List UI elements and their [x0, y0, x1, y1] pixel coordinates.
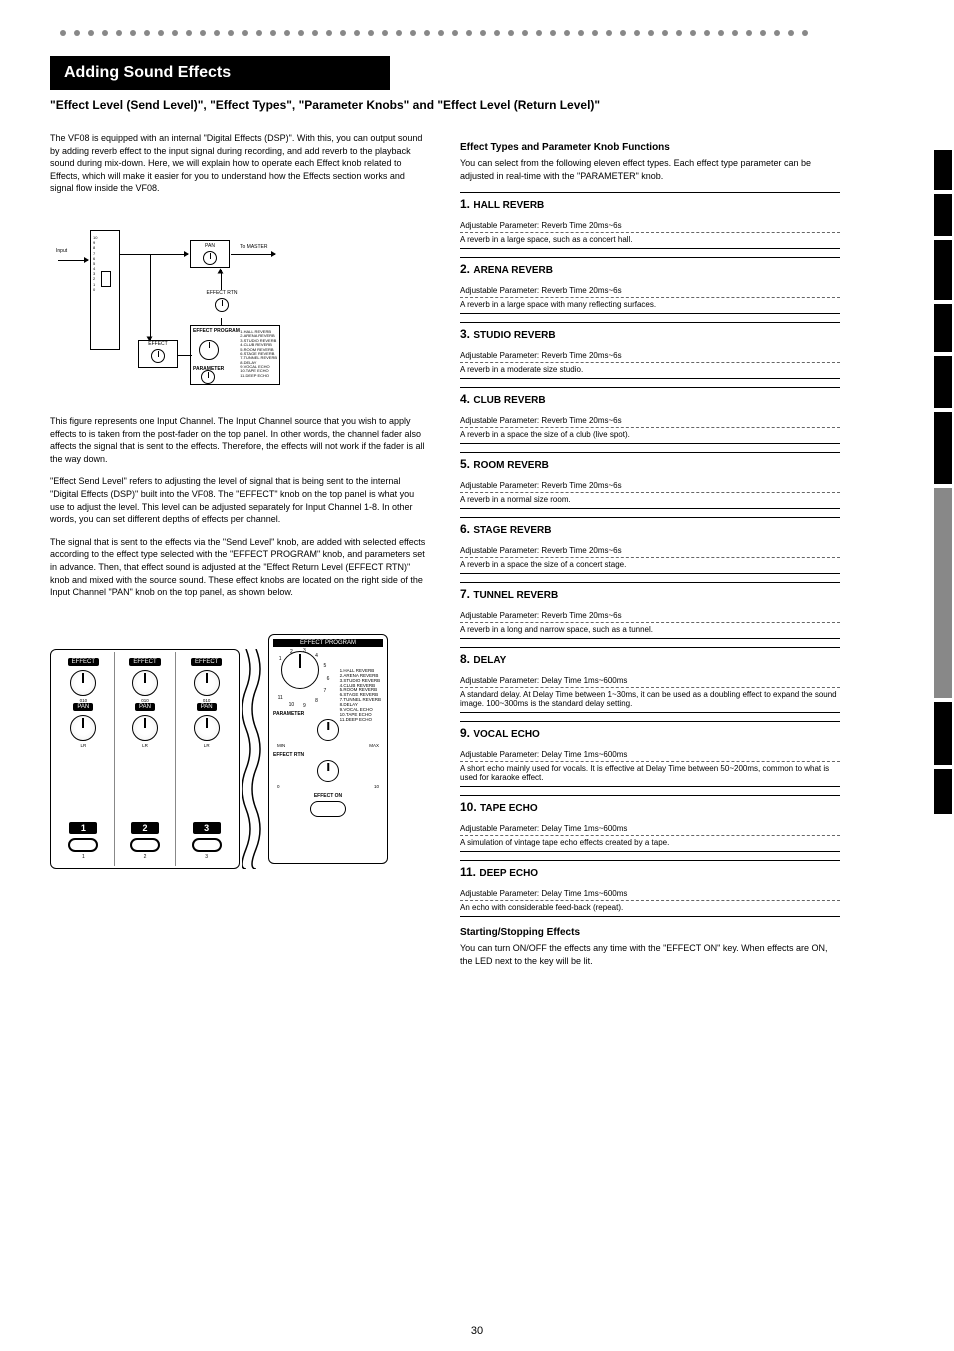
side-tab: [934, 412, 952, 484]
effect-rtn-knob[interactable]: [317, 760, 339, 782]
effects-list-lead: You can select from the following eleven…: [460, 157, 840, 182]
input-label: Input: [56, 248, 67, 254]
right-column: Effect Types and Parameter Knob Function…: [460, 132, 840, 977]
break-wavy-icon: [242, 649, 262, 869]
effect-entry: 2. ARENA REVERBAdjustable Parameter: Rev…: [460, 257, 840, 314]
channel-effect-knob[interactable]: [132, 670, 158, 696]
side-tab: [934, 702, 952, 765]
side-tab: [934, 356, 952, 408]
effect-program-box: EFFECT PROGRAM 1.HALL REVERB2.ARENA REVE…: [190, 325, 280, 385]
effect-entry: 11. DEEP ECHOAdjustable Parameter: Delay…: [460, 860, 840, 917]
channel-strip: EFFECT010PANLR11: [53, 652, 115, 866]
channel-pan-knob[interactable]: [194, 715, 220, 741]
channel-effect-knob[interactable]: [70, 670, 96, 696]
side-tab: [934, 488, 952, 698]
pan-knob-icon: [203, 251, 217, 265]
header-dots: [50, 30, 904, 36]
effect-rtn-box: EFFECT RTN: [205, 290, 239, 318]
effect-send-box: EFFECT: [138, 340, 178, 368]
to-master-label: To MASTER: [240, 244, 268, 250]
pan-box: PAN: [190, 240, 230, 268]
effect-entry: 8. DELAYAdjustable Parameter: Delay Time…: [460, 647, 840, 713]
parameter-knob[interactable]: [317, 719, 339, 741]
channel-fader-cap[interactable]: [192, 838, 222, 852]
page-side-tabs: [934, 150, 954, 818]
side-tab: [934, 240, 952, 300]
page-number: 30: [471, 1325, 483, 1337]
effect-entry: 4. CLUB REVERBAdjustable Parameter: Reve…: [460, 387, 840, 444]
effect-entry: 1. HALL REVERBAdjustable Parameter: Reve…: [460, 192, 840, 249]
effect-entry: 3. STUDIO REVERBAdjustable Parameter: Re…: [460, 322, 840, 379]
intro-paragraph: The VF08 is equipped with an internal "D…: [50, 132, 430, 195]
channel-strip: EFFECT010PANLR22: [115, 652, 177, 866]
effect-on-label: EFFECT ON: [273, 793, 383, 799]
program-dial-icon: [199, 340, 219, 360]
channel-fader: 109876543210: [90, 230, 120, 350]
start-stop-body: You can turn ON/OFF the effects any time…: [460, 942, 840, 967]
panel-diagram: EFFECT010PANLR11EFFECT010PANLR22EFFECT01…: [50, 619, 390, 879]
side-tab: [934, 150, 952, 190]
start-stop-heading: Starting/Stopping Effects: [460, 927, 840, 938]
channel-pan-knob[interactable]: [70, 715, 96, 741]
signal-flow-diagram: Input 109876543210 PAN To MASTER EFFECT: [50, 210, 330, 400]
side-tab: [934, 304, 952, 352]
effect-program-header: EFFECT PROGRAM: [273, 639, 383, 647]
effect-rtn-knob-icon: [215, 298, 229, 312]
effect-on-button[interactable]: [310, 801, 346, 817]
channel-strip-panel: EFFECT010PANLR11EFFECT010PANLR22EFFECT01…: [50, 649, 240, 869]
effect-rtn-label: EFFECT RTN: [273, 752, 383, 758]
section-subtitle: "Effect Level (Send Level)", "Effect Typ…: [50, 98, 904, 112]
effects-list-heading: Effect Types and Parameter Knob Function…: [460, 142, 840, 153]
channel-pan-knob[interactable]: [132, 715, 158, 741]
effect-entry: 10. TAPE ECHOAdjustable Parameter: Delay…: [460, 795, 840, 852]
effect-knob-icon: [151, 349, 165, 363]
channel-effect-knob[interactable]: [194, 670, 220, 696]
para-1: This figure represents one Input Channel…: [50, 415, 430, 465]
channel-strip: EFFECT010PANLR33: [176, 652, 237, 866]
effect-entry: 9. VOCAL ECHOAdjustable Parameter: Delay…: [460, 721, 840, 787]
para-2: "Effect Send Level" refers to adjusting …: [50, 475, 430, 525]
effect-entry: 5. ROOM REVERBAdjustable Parameter: Reve…: [460, 452, 840, 509]
effect-entry: 7. TUNNEL REVERBAdjustable Parameter: Re…: [460, 582, 840, 639]
para-3: The signal that is sent to the effects v…: [50, 536, 430, 599]
effect-entry: 6. STAGE REVERBAdjustable Parameter: Rev…: [460, 517, 840, 574]
left-column: The VF08 is equipped with an internal "D…: [50, 132, 430, 977]
parameter-knob-icon: [201, 370, 215, 384]
channel-fader-cap[interactable]: [130, 838, 160, 852]
program-selector-dial[interactable]: [281, 651, 319, 689]
side-tab: [934, 769, 952, 814]
channel-fader-cap[interactable]: [68, 838, 98, 852]
section-title: Adding Sound Effects: [50, 56, 390, 90]
effect-section-panel: EFFECT PROGRAM 1.HALL REVERB2.ARENA REVE…: [268, 634, 388, 864]
side-tab: [934, 194, 952, 236]
